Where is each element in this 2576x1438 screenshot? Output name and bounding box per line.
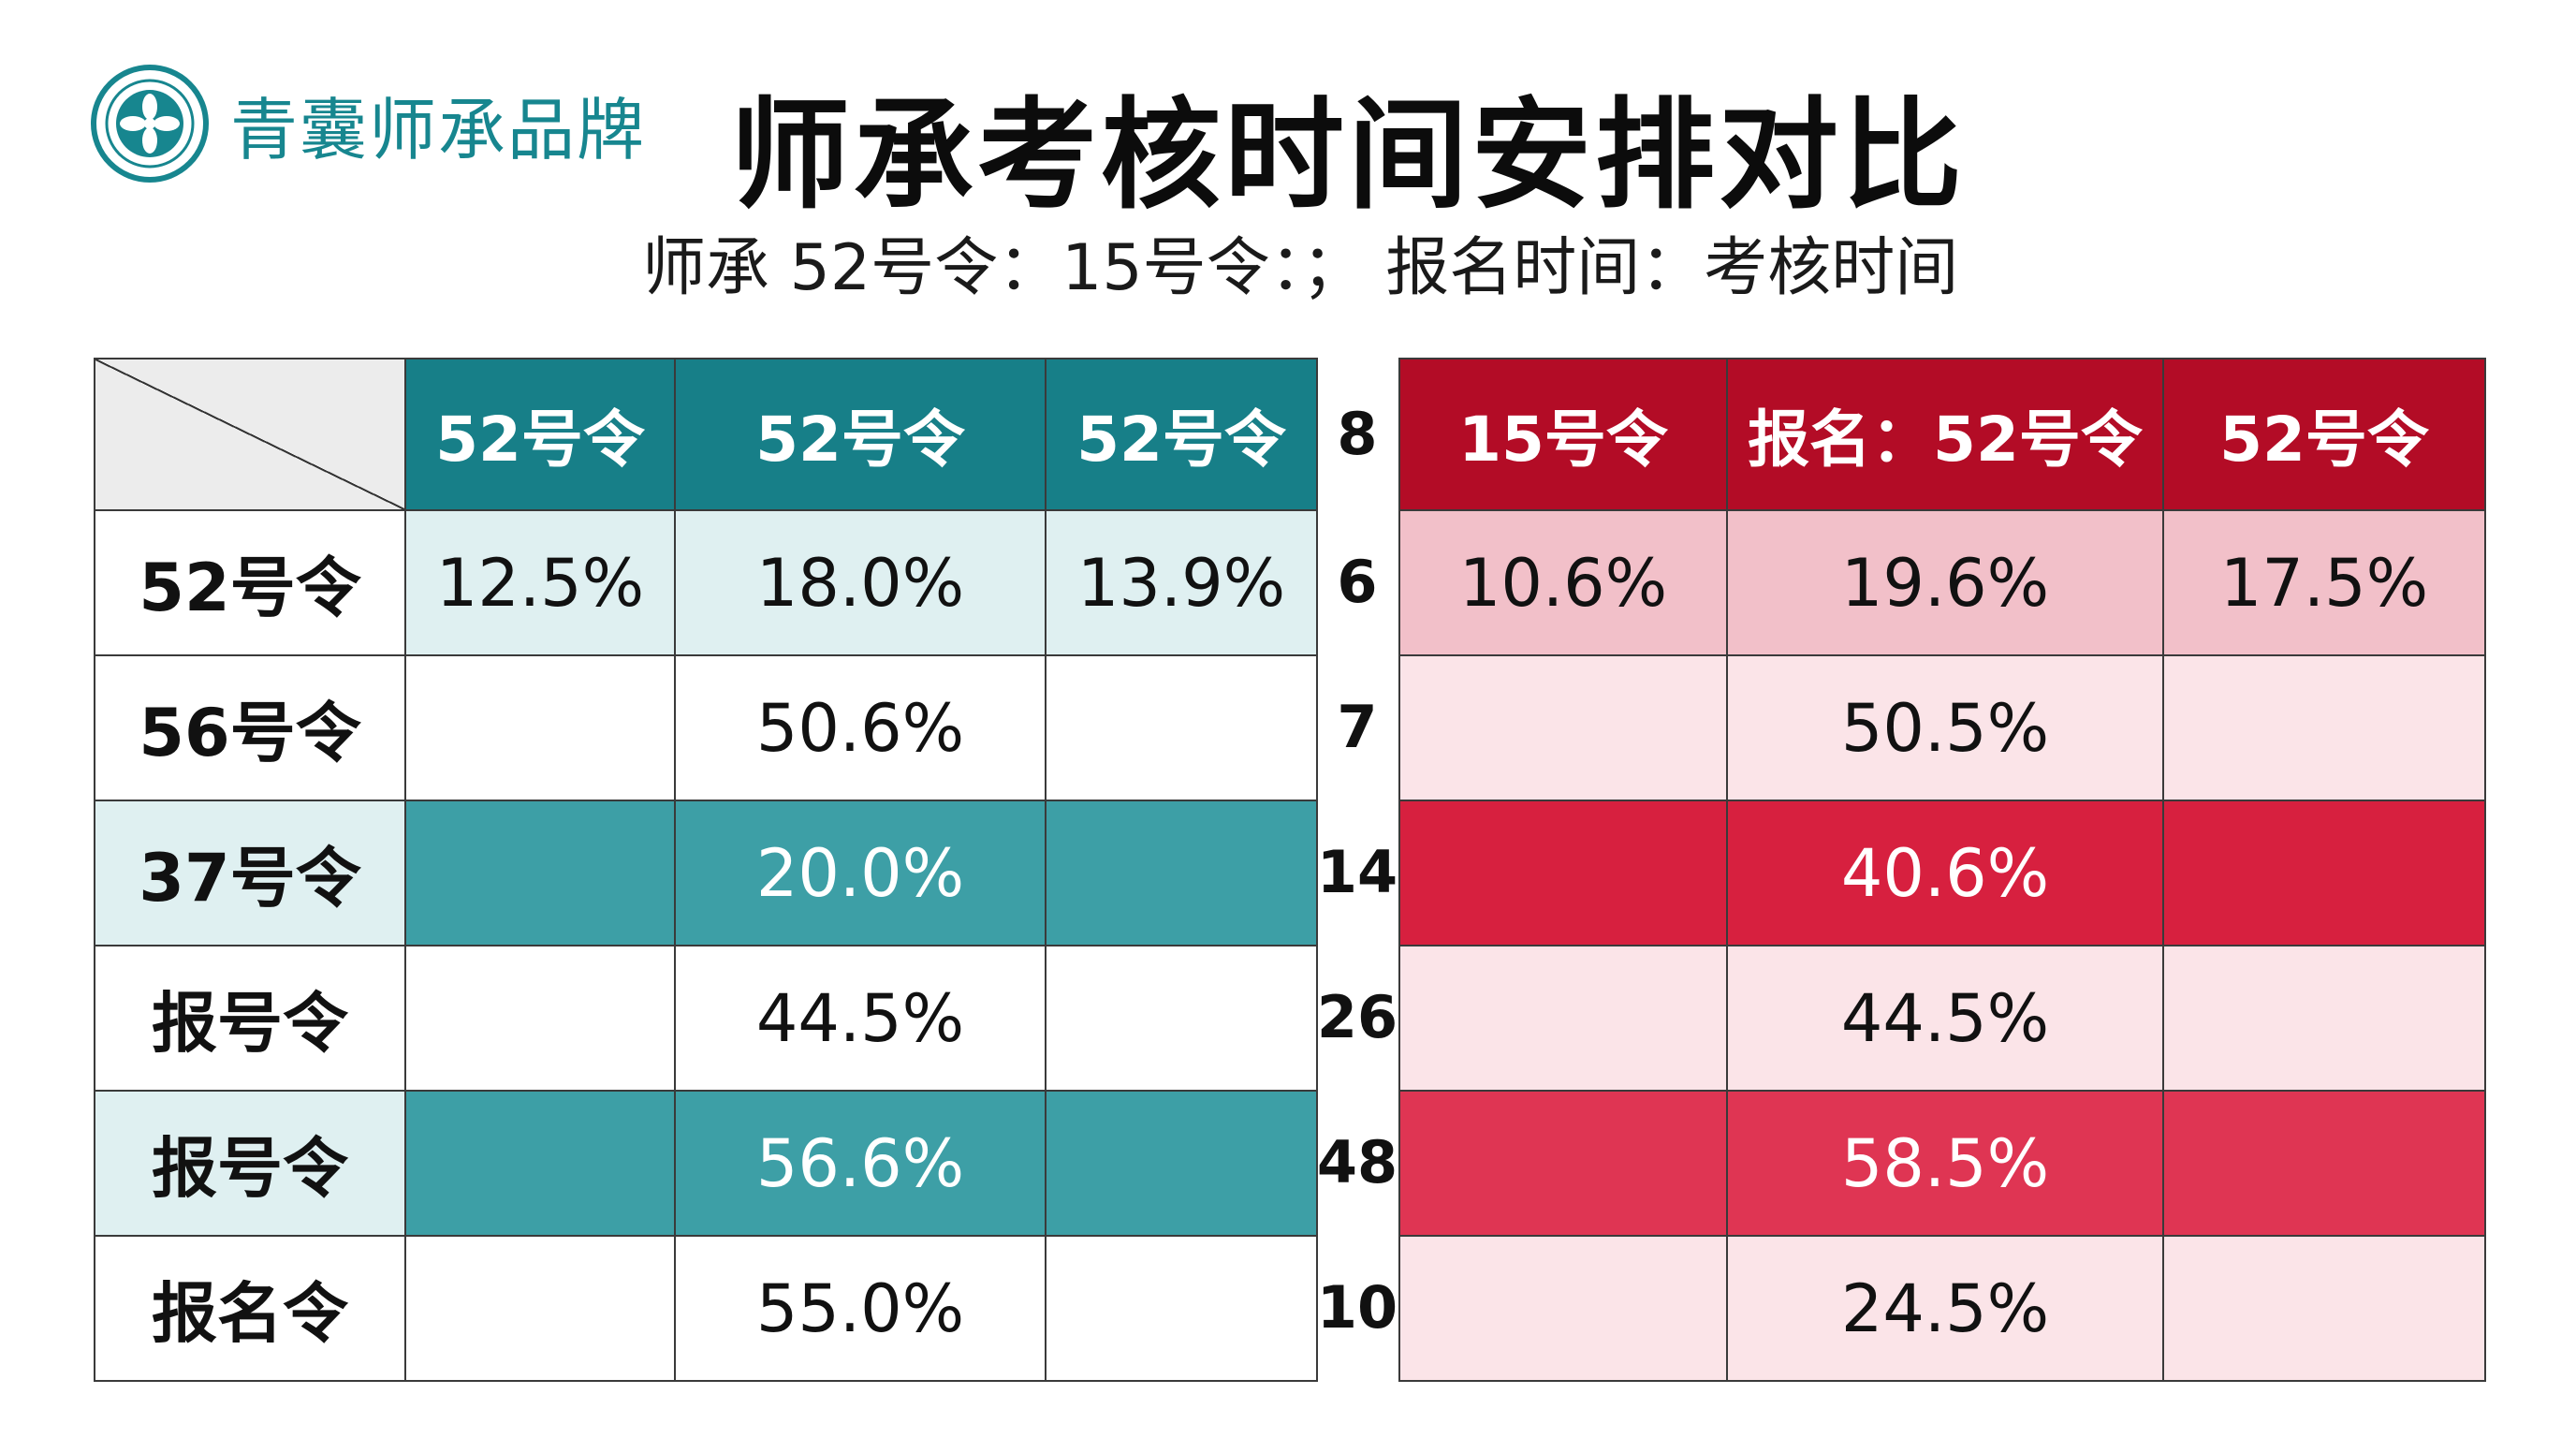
table-row: 报号令 56.6%	[94, 1090, 1318, 1237]
table-cell: 13.9%	[1045, 509, 1318, 656]
table-row: 报名令 55.0%	[94, 1235, 1318, 1382]
page-subtitle: 师承 52号令：15号令：； 报名时间：考核时间	[642, 231, 1959, 305]
table-cell: 19.6%	[1726, 509, 2164, 656]
table-cell	[1045, 654, 1318, 801]
right-header: 52号令	[2162, 358, 2486, 511]
table-cell	[1398, 800, 1728, 946]
table-cell	[2162, 654, 2486, 801]
table-cell: 20.0%	[674, 800, 1046, 946]
middle-number: 14	[1316, 838, 1398, 906]
row-label: 报号令	[94, 945, 406, 1092]
table-row: 44.5%	[1398, 945, 2486, 1092]
table-cell: 24.5%	[1726, 1235, 2164, 1382]
left-header-row: 52号令 52号令 52号令	[94, 358, 1318, 511]
table-cell	[1045, 945, 1318, 1092]
left-comparison-table: 52号令 52号令 52号令 52号令 12.5% 18.0% 13.9% 56…	[94, 358, 1318, 1382]
row-label: 52号令	[94, 509, 406, 656]
middle-number: 8	[1337, 399, 1378, 468]
table-cell	[404, 654, 676, 801]
table-cell	[1398, 654, 1728, 801]
table-cell	[1045, 1090, 1318, 1237]
brand-name: 青囊师承品牌	[230, 90, 647, 169]
middle-number: 26	[1316, 983, 1398, 1051]
table-row: 52号令 12.5% 18.0% 13.9%	[94, 509, 1318, 656]
table-row: 10.6% 19.6% 17.5%	[1398, 509, 2486, 656]
middle-number-column: 8 6 7 14 26 48 10	[1316, 358, 1398, 1380]
middle-number: 10	[1316, 1273, 1398, 1342]
middle-number: 7	[1337, 693, 1378, 761]
table-cell: 18.0%	[674, 509, 1046, 656]
table-row: 58.5%	[1398, 1090, 2486, 1237]
row-label: 报号令	[94, 1090, 406, 1237]
row-label: 报名令	[94, 1235, 406, 1382]
left-header: 52号令	[674, 358, 1046, 511]
table-row: 56号令 50.6%	[94, 654, 1318, 801]
table-row: 报号令 44.5%	[94, 945, 1318, 1092]
table-row: 37号令 20.0%	[94, 800, 1318, 946]
table-cell: 17.5%	[2162, 509, 2486, 656]
table-cell	[1398, 1090, 1728, 1237]
table-cell	[404, 800, 676, 946]
middle-number: 6	[1337, 548, 1378, 616]
middle-number: 48	[1316, 1128, 1398, 1196]
table-cell	[2162, 1235, 2486, 1382]
row-label: 56号令	[94, 654, 406, 801]
table-cell	[1398, 945, 1728, 1092]
table-cell	[404, 1235, 676, 1382]
table-row: 50.5%	[1398, 654, 2486, 801]
table-cell	[2162, 800, 2486, 946]
table-cell: 50.6%	[674, 654, 1046, 801]
table-cell: 56.6%	[674, 1090, 1046, 1237]
flower-seal-icon	[91, 65, 209, 183]
table-cell: 40.6%	[1726, 800, 2164, 946]
table-cell	[1045, 800, 1318, 946]
table-cell: 44.5%	[1726, 945, 2164, 1092]
left-header: 52号令	[404, 358, 676, 511]
table-row: 24.5%	[1398, 1235, 2486, 1382]
table-cell	[1398, 1235, 1728, 1382]
right-header: 报名：52号令	[1726, 358, 2164, 511]
brand-logo: 青囊师承品牌	[90, 64, 646, 183]
row-label: 37号令	[94, 800, 406, 946]
table-cell: 50.5%	[1726, 654, 2164, 801]
table-cell	[2162, 945, 2486, 1092]
corner-cell	[94, 358, 406, 511]
table-cell	[404, 1090, 676, 1237]
right-header: 15号令	[1398, 358, 1728, 511]
page-title: 师承考核时间安排对比	[730, 86, 1967, 226]
table-cell: 55.0%	[674, 1235, 1046, 1382]
table-cell: 12.5%	[404, 509, 676, 656]
table-cell: 44.5%	[674, 945, 1046, 1092]
left-header: 52号令	[1045, 358, 1318, 511]
table-row: 40.6%	[1398, 800, 2486, 946]
table-cell	[1045, 1235, 1318, 1382]
right-comparison-table: 15号令 报名：52号令 52号令 10.6% 19.6% 17.5% 50.5…	[1398, 358, 2486, 1382]
table-cell	[2162, 1090, 2486, 1237]
table-cell: 10.6%	[1398, 509, 1728, 656]
right-header-row: 15号令 报名：52号令 52号令	[1398, 358, 2486, 511]
table-cell: 58.5%	[1726, 1090, 2164, 1237]
table-cell	[404, 945, 676, 1092]
